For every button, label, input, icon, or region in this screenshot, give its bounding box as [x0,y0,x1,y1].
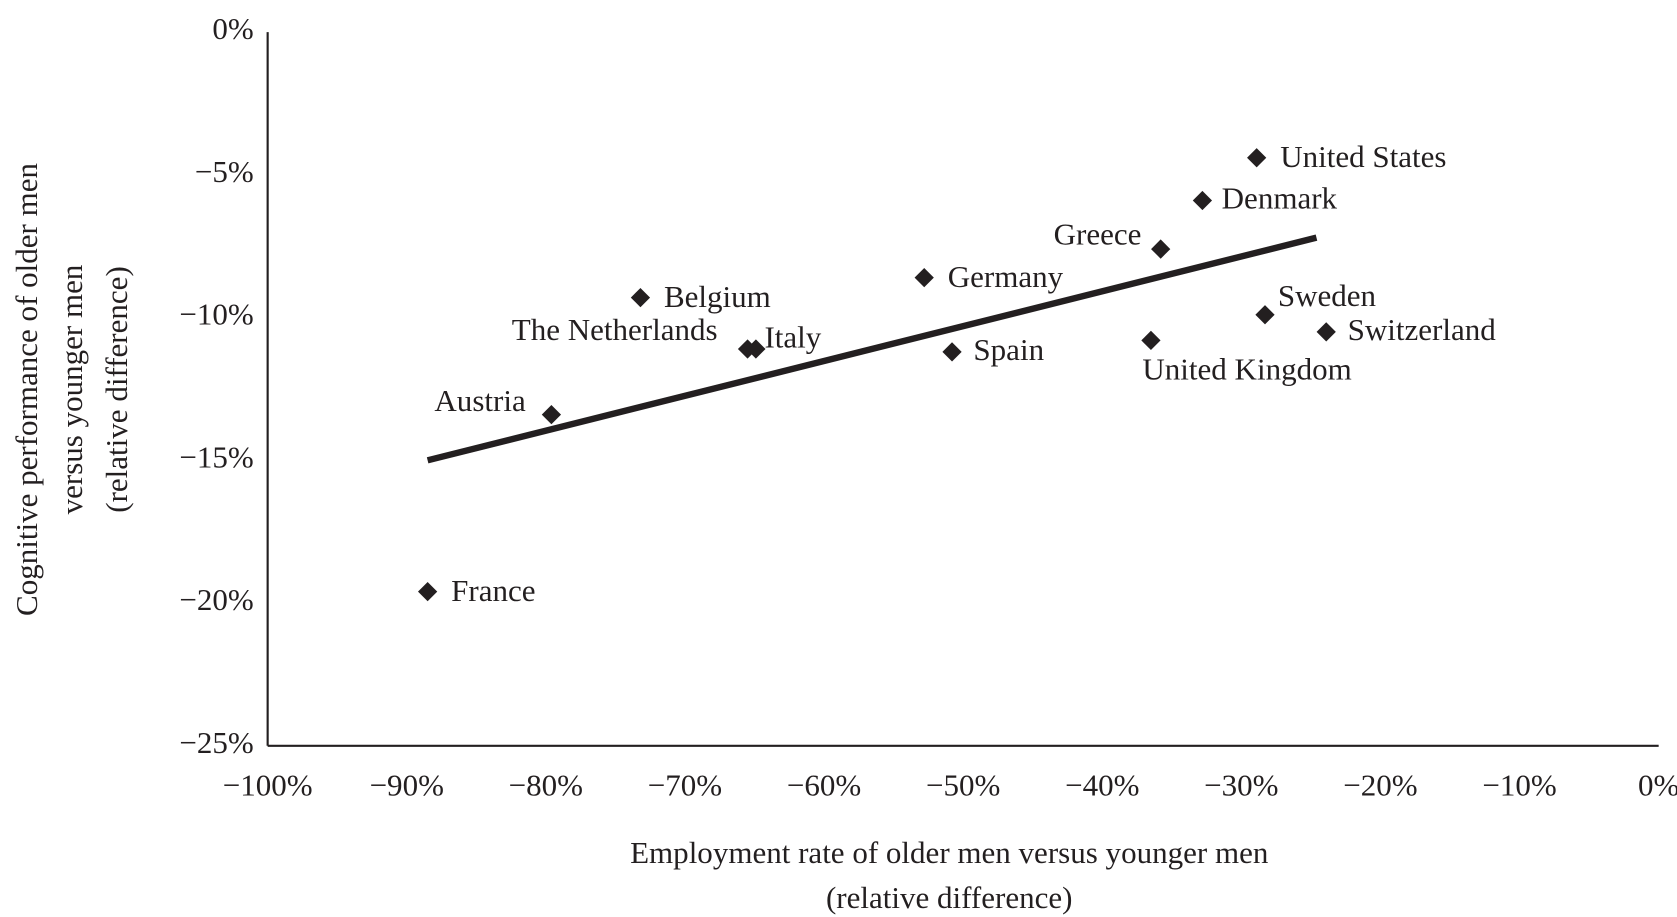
point-label: Sweden [1278,278,1377,313]
y-axis-title: Cognitive performance of older men [9,162,44,616]
y-tick-label: 0% [212,11,253,46]
point-label: Greece [1054,216,1142,251]
x-tick-label: −80% [509,768,583,803]
x-tick-label: −90% [370,768,444,803]
x-tick-label: −20% [1343,768,1417,803]
x-axis-title: (relative difference) [826,880,1073,915]
y-tick-label: −5% [195,154,254,189]
x-tick-label: 0% [1638,768,1677,803]
x-tick-label: −70% [648,768,722,803]
point-label: Spain [973,332,1044,367]
point-label: United Kingdom [1142,352,1351,387]
y-tick-label: −10% [179,297,253,332]
data-point [914,267,934,288]
data-point [1192,190,1213,211]
x-tick-label: −60% [787,768,861,803]
data-point [417,582,438,602]
data-point [1316,322,1336,342]
y-tick-label: −25% [179,725,253,760]
y-axis-title: versus younger men [54,264,89,514]
point-label: France [451,573,535,608]
x-tick-label: −30% [1204,768,1278,803]
trend-line [426,234,1318,464]
point-label: Denmark [1222,181,1338,216]
point-label: Belgium [664,279,771,314]
data-point [541,405,562,425]
point-label: Switzerland [1348,312,1497,347]
data-point [942,342,962,362]
data-point [1247,148,1267,168]
point-label: Italy [764,320,821,355]
data-point [1151,239,1171,259]
y-tick-label: −15% [179,439,253,474]
data-point [1141,330,1161,351]
point-label: United States [1280,139,1446,174]
point-label: Germany [948,259,1064,294]
x-tick-label: −10% [1482,768,1556,803]
y-axis-title: (relative difference) [99,266,134,513]
data-point [630,287,651,308]
data-point [746,339,766,359]
x-tick-label: −100% [223,768,313,803]
x-tick-label: −50% [926,768,1000,803]
y-tick-label: −20% [179,582,253,617]
x-tick-label: −40% [1065,768,1139,803]
point-label: Austria [434,383,526,418]
x-axis-title: Employment rate of older men versus youn… [630,835,1269,870]
point-label: The Netherlands [512,312,718,347]
data-point [1255,305,1275,325]
